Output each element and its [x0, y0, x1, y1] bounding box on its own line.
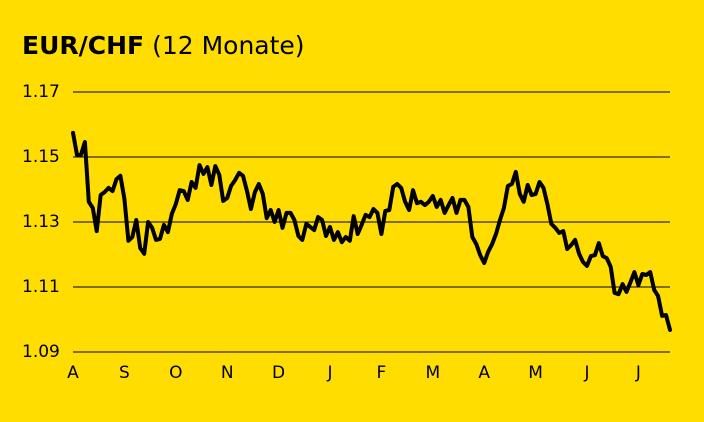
- x-tick-label: S: [119, 363, 130, 383]
- x-tick-label: J: [326, 363, 332, 383]
- x-tick-label: M: [425, 363, 440, 383]
- line: [71, 130, 672, 332]
- subtitle: (12 Monate): [152, 31, 304, 60]
- x-tick-label: A: [67, 363, 79, 383]
- x-tick-label: D: [272, 363, 285, 383]
- y-tick-label: 1.13: [22, 212, 60, 232]
- x-tick-label: F: [377, 363, 387, 383]
- title: EUR/CHF: [22, 31, 144, 60]
- x-tick-label: O: [169, 363, 182, 383]
- x-tick-label: M: [528, 363, 543, 383]
- x-tick-label: N: [221, 363, 234, 383]
- chart-title: EUR/CHF (12 Monate): [22, 31, 305, 60]
- y-tick-label: 1.15: [22, 147, 60, 167]
- x-tick-label: J: [583, 363, 589, 383]
- x-tick-label: J: [635, 363, 641, 383]
- y-tick-label: 1.11: [22, 277, 60, 297]
- y-tick-label: 1.09: [22, 342, 60, 362]
- y-tick-label: 1.17: [22, 82, 60, 102]
- x-tick-label: A: [478, 363, 490, 383]
